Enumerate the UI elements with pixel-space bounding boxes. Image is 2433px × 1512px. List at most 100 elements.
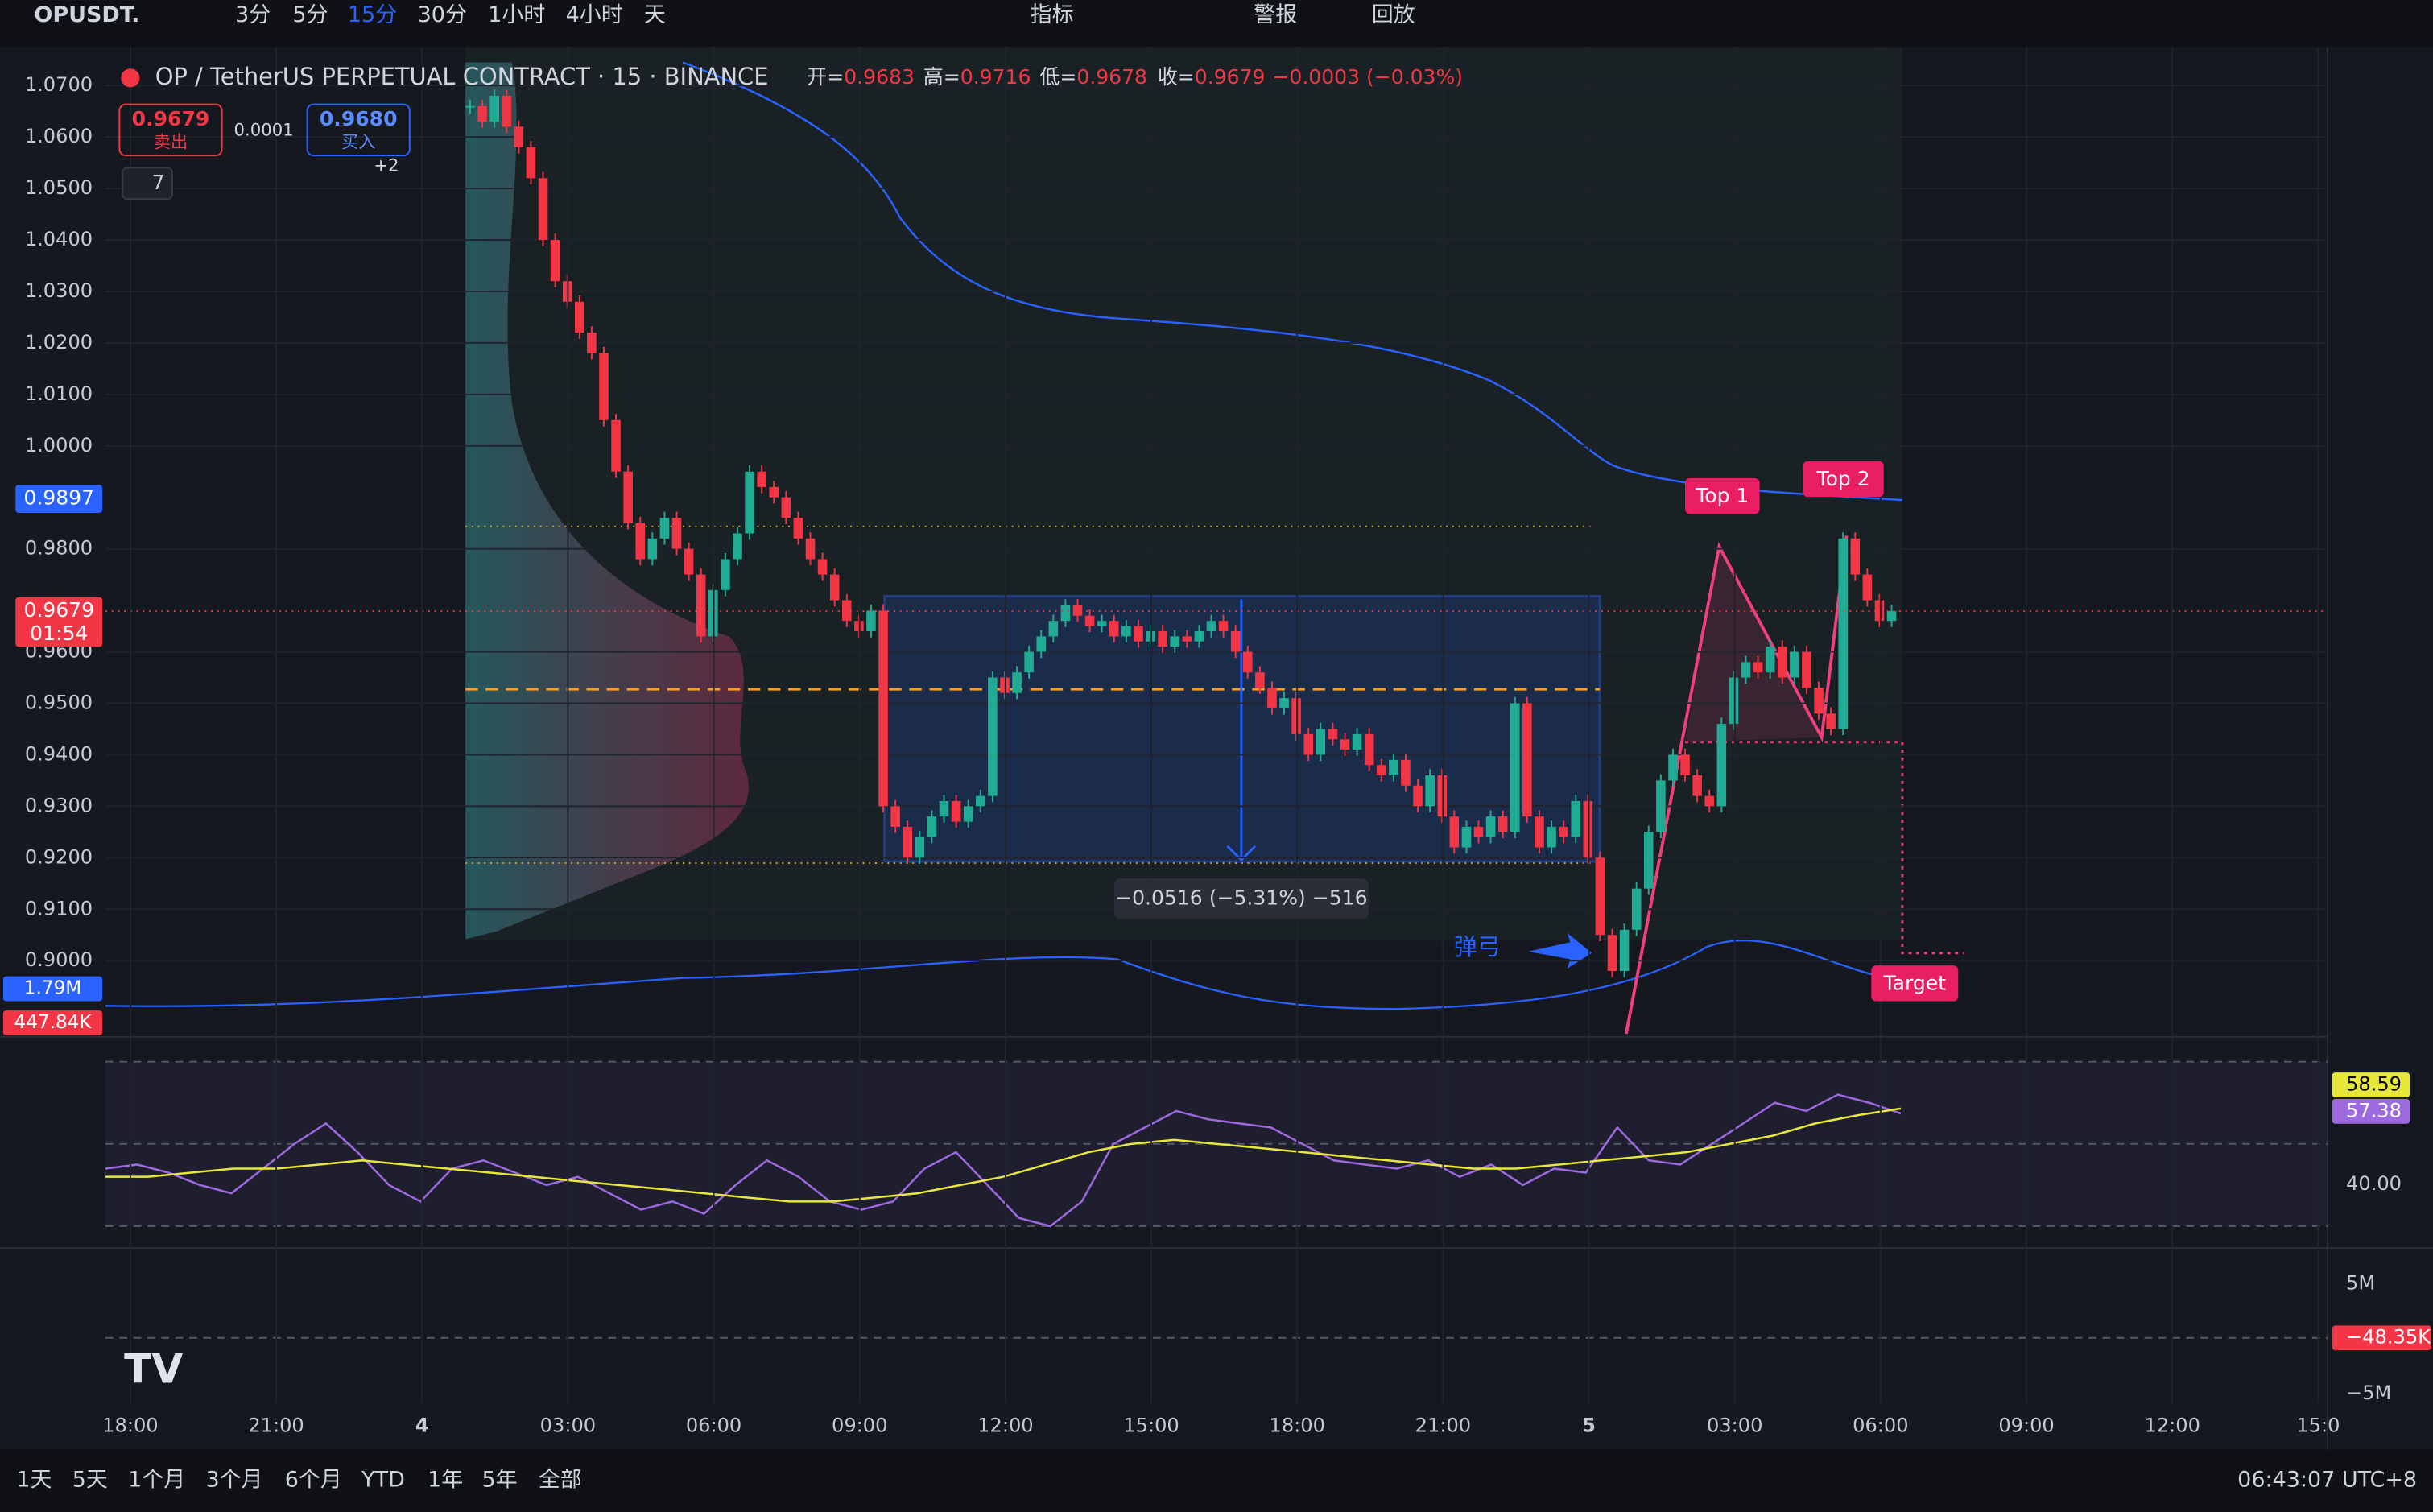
collapse-button[interactable]	[122, 167, 173, 200]
candle	[1084, 615, 1095, 626]
top1-box	[1685, 478, 1760, 514]
range-button[interactable]: 6个月	[285, 1468, 342, 1493]
candle	[890, 806, 900, 827]
top2-box	[1803, 461, 1884, 498]
volume-badge-label: 1.79M	[24, 978, 81, 999]
candle	[1607, 935, 1617, 971]
candle	[1170, 636, 1180, 647]
symbol-icon	[121, 68, 140, 88]
candle	[1376, 765, 1386, 776]
plot	[105, 47, 2328, 1403]
legend-change: −0.0003 (−0.03%)	[1272, 65, 1463, 89]
candle	[502, 95, 512, 127]
range-button[interactable]: 5天	[72, 1468, 108, 1493]
symbol[interactable]: OPUSDT.	[34, 2, 139, 27]
interval-button[interactable]: 30分	[418, 2, 467, 27]
interval-button[interactable]: 天	[644, 2, 666, 27]
range-button[interactable]: 1年	[428, 1468, 463, 1493]
y-tick-label: 1.0100	[25, 382, 93, 405]
candle	[1158, 630, 1167, 647]
interval-button[interactable]: 3分	[235, 2, 271, 27]
indicators-button[interactable]: 指标	[1031, 2, 1074, 27]
candle	[975, 795, 985, 807]
range-button[interactable]: 5年	[482, 1468, 518, 1493]
target-label: Target	[1883, 971, 1947, 994]
collapse-count: 7	[152, 171, 165, 194]
y-tick-label: 1.0600	[25, 125, 93, 147]
ohlc: 开=0.9683 高=0.9716 低=0.9678 收=0.9679	[807, 65, 1265, 89]
candle	[1571, 800, 1581, 837]
candle	[1291, 698, 1301, 734]
candle	[538, 178, 548, 241]
x-tick-label: 18:00	[102, 1415, 158, 1437]
range-button[interactable]: YTD	[361, 1468, 405, 1493]
candle	[1230, 630, 1241, 652]
candle	[745, 471, 754, 534]
range-button[interactable]: 3个月	[205, 1468, 262, 1493]
candle	[988, 677, 998, 796]
countdown: 01:54	[30, 622, 88, 645]
candle	[1716, 724, 1727, 807]
candle	[1036, 636, 1047, 652]
volume-badge-label: 447.84K	[14, 1012, 93, 1033]
candle	[1643, 832, 1654, 889]
measure-box	[1113, 878, 1369, 919]
sell-button[interactable]	[118, 103, 223, 157]
y-tick-label: 0.9000	[25, 948, 93, 971]
candle	[1497, 816, 1508, 832]
range-button[interactable]: 全部	[539, 1468, 582, 1493]
candle	[684, 548, 694, 575]
delta-label: −48.35K	[2346, 1326, 2431, 1349]
interval-button[interactable]: 4小时	[566, 2, 623, 27]
candle	[1485, 816, 1496, 837]
candle	[903, 826, 913, 858]
intervals: 3分 5分 15分 30分 1小时 4小时天	[235, 2, 666, 27]
candle	[1194, 630, 1204, 642]
candle	[465, 105, 475, 108]
toolbar	[0, 0, 2433, 48]
replay-button[interactable]: 回放	[1372, 2, 1415, 27]
buy-button[interactable]	[306, 103, 411, 157]
ohlc-label: 开=	[807, 65, 844, 89]
candle	[721, 559, 730, 590]
candle	[939, 800, 949, 817]
x-tick-label: 21:00	[1415, 1415, 1471, 1437]
volume-badge	[2, 976, 103, 1002]
candle	[1425, 775, 1435, 807]
x-tick-label: 15:0	[2296, 1415, 2340, 1437]
alerts-button[interactable]: 警报	[1254, 2, 1297, 27]
candle	[1619, 929, 1630, 971]
candle	[1109, 621, 1119, 637]
sell-label: 卖出	[154, 132, 188, 152]
interval-button[interactable]: 15分	[348, 2, 397, 27]
candle	[1364, 733, 1374, 766]
candle	[733, 533, 742, 560]
volume-ma	[105, 939, 1903, 1010]
target-path	[1685, 741, 1964, 955]
candle	[769, 486, 779, 498]
candle	[1656, 780, 1666, 832]
ohlc-item: 开=0.9683	[807, 65, 915, 89]
candle	[1012, 672, 1022, 693]
more-orders: +2	[374, 155, 399, 176]
candle	[1352, 733, 1362, 750]
rsi-ma-line	[105, 1107, 1902, 1203]
y-tick-label: 1.0500	[25, 176, 93, 199]
x-tick-label: 03:00	[1707, 1415, 1762, 1437]
measure-arrowhead	[1226, 845, 1257, 862]
candle	[927, 816, 937, 837]
buy-label: 买入	[341, 132, 375, 152]
candle	[915, 837, 925, 858]
range-button[interactable]: 1个月	[128, 1468, 185, 1493]
interval-button[interactable]: 1小时	[488, 2, 545, 27]
ohlc-item: 收=0.9679	[1158, 65, 1266, 89]
candle	[1826, 713, 1836, 729]
range-button[interactable]: 1天	[16, 1468, 52, 1493]
interval-button[interactable]: 5分	[292, 2, 328, 27]
rsi-label: 57.38	[2346, 1099, 2402, 1122]
candle	[1437, 775, 1448, 817]
candle	[659, 518, 670, 539]
x-tick-label: 12:00	[977, 1415, 1033, 1437]
candle	[1802, 651, 1811, 688]
